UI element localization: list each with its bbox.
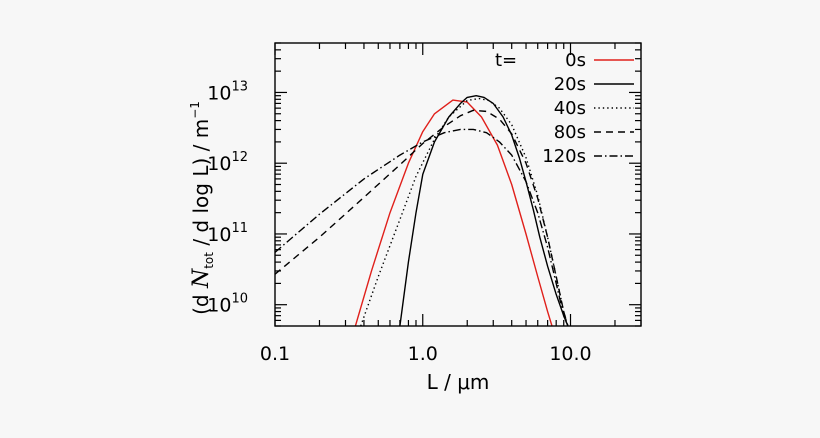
legend-label-40s: 40s: [554, 98, 586, 119]
legend-label-80s: 80s: [554, 122, 586, 143]
series-line-20s: [399, 94, 569, 326]
series-line-0s: [354, 99, 553, 326]
y-tick-exponent: 11: [231, 221, 248, 236]
x-tick-label: 1.0: [408, 343, 438, 365]
legend-title: t=: [495, 50, 517, 71]
series-layer: [275, 94, 569, 326]
series-line-120s: [275, 128, 569, 326]
x-tick-label: 0.1: [260, 343, 290, 365]
legend-label-0s: 0s: [565, 50, 586, 71]
legend-label-120s: 120s: [542, 146, 586, 167]
y-tick-base: 10: [207, 82, 231, 104]
y-tick-exponent: 10: [231, 292, 248, 307]
y-tick-exponent: 12: [231, 150, 248, 165]
y-tick-label: 1011: [207, 221, 248, 246]
y-tick-exponent: 13: [231, 79, 248, 94]
y-tick-base: 10: [207, 153, 231, 175]
y-axis-label-subscript: tot: [202, 252, 216, 269]
x-axis-label: L / μm: [427, 370, 490, 394]
y-axis-label-symbol: N: [189, 268, 214, 289]
y-tick-label: 1012: [207, 150, 248, 175]
series-line-80s: [275, 109, 569, 326]
y-axis-label-prefix: (d: [189, 288, 213, 315]
x-tick-label: 10.0: [549, 343, 591, 365]
y-tick-base: 10: [207, 224, 231, 246]
y-axis-label: (d Ntot / d log L) / m−1: [188, 101, 216, 315]
plot-frame: [274, 42, 642, 327]
legend-label-20s: 20s: [554, 74, 586, 95]
legend: t= 0s 20s 40s 80s 120s: [495, 50, 634, 167]
y-tick-label: 1010: [207, 292, 248, 317]
y-axis-label-superscript: −1: [188, 101, 202, 119]
y-tick-label: 1013: [207, 79, 248, 104]
y-tick-base: 10: [207, 295, 231, 317]
y-axis-label-middle: / d log L) / m: [189, 119, 213, 252]
series-line-40s: [360, 97, 569, 326]
